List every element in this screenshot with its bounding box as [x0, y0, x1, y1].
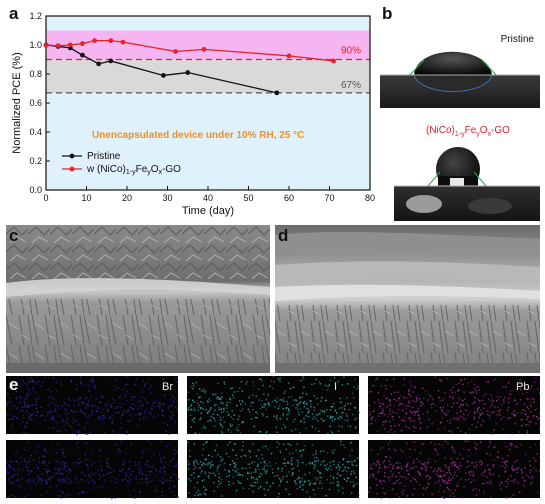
series-0-point [274, 90, 280, 96]
eds-elemental-maps [6, 376, 540, 500]
y-tick-label: 0.2 [29, 156, 42, 166]
series-1-point [92, 38, 97, 44]
y-tick-label: 0.6 [29, 98, 42, 108]
htl-layer-c [6, 278, 270, 297]
map-label-pb: Pb [516, 381, 530, 393]
chart-annotation: Unencapsulated device under 10% RH, 25 °… [92, 130, 304, 141]
series-0-point [96, 61, 102, 67]
y-tick-label: 0.8 [29, 69, 42, 79]
panel-e: e Br I Pb [6, 376, 540, 500]
panel-letter-c: c [9, 226, 19, 245]
eds-map-signal [6, 440, 180, 500]
panel-letter-a: a [9, 6, 19, 23]
legend-label-0: Pristine [87, 151, 121, 162]
series-0-point [108, 58, 114, 64]
legend-marker-1 [69, 166, 75, 172]
y-tick-label: 0.0 [29, 185, 42, 195]
band-0 [46, 30, 370, 60]
sem-image-go [275, 225, 540, 373]
eds-map-tile [368, 440, 540, 498]
series-0-point [80, 52, 85, 58]
map-label-br: Br [162, 381, 173, 393]
map-label-i: I [334, 381, 338, 393]
series-1-point [108, 38, 114, 44]
legend-marker-0 [69, 153, 75, 159]
series-1-point [43, 42, 49, 48]
series-1-point [286, 53, 292, 59]
htl-layer-d [275, 261, 540, 285]
x-tick-label: 50 [243, 193, 253, 203]
go-label: (NiCo)1-yFeyOx-GO [426, 125, 510, 138]
series-0-point [185, 70, 191, 75]
y-axis-label: Normalized PCE (%) [11, 52, 23, 153]
series-1-point [55, 43, 61, 49]
reference-label-0: 90% [341, 46, 361, 57]
series-1-point [80, 41, 85, 46]
x-tick-label: 20 [122, 193, 132, 203]
band-1 [46, 59, 370, 93]
x-tick-label: 60 [284, 193, 294, 203]
y-tick-label: 1.2 [29, 11, 42, 21]
reference-label-1: 67% [341, 80, 361, 91]
eds-map-signal [368, 376, 540, 435]
series-1-point [173, 49, 179, 54]
eds-map-tile [368, 376, 540, 434]
y-tick-label: 0.4 [29, 127, 42, 137]
eds-map-signal [368, 440, 540, 499]
panel-c: c [6, 225, 270, 373]
sem-image-pristine [6, 225, 270, 373]
pce-stability-chart: 90% 67% 0 10 20 30 40 50 60 70 80 0.0 0.2 0.4 0.6 0.8 1.… [11, 11, 375, 217]
panel-d: d [275, 225, 540, 373]
eds-map-signal [187, 376, 361, 435]
x-axis-label: Time (day) [182, 205, 234, 217]
x-tick-label: 0 [43, 193, 48, 203]
series-1-point [331, 58, 336, 64]
series-0-point [161, 73, 166, 78]
x-tick-label: 10 [81, 193, 91, 203]
y-tick-label: 1.0 [29, 40, 42, 50]
eds-map-tile [6, 440, 178, 498]
contact-angle-images [380, 51, 540, 221]
eds-map-signal [6, 376, 179, 436]
x-tick-label: 70 [324, 193, 334, 203]
panel-a: 90% 67% 0 10 20 30 40 50 60 70 80 0.0 0.2 0.4 0.6 0.8 1.… [8, 6, 378, 219]
panel-letter-b: b [382, 6, 393, 23]
panel-letter-e: e [9, 376, 19, 394]
pristine-droplet [414, 51, 492, 75]
x-tick-label: 40 [203, 193, 213, 203]
series-1-point [120, 39, 126, 45]
pristine-label: Pristine [500, 34, 534, 45]
x-tick-label: 30 [162, 193, 172, 203]
legend-label-1: w (NiCo)1-yFeyOx-GO [86, 164, 181, 176]
panel-b: b Pristine (NiCo)1-yFeyOx-GO [380, 6, 540, 221]
series-1-point [67, 42, 73, 48]
x-tick-label: 80 [365, 193, 375, 203]
panel-letter-d: d [278, 226, 289, 245]
eds-map-signal [187, 440, 360, 500]
series-1-point [201, 46, 207, 52]
